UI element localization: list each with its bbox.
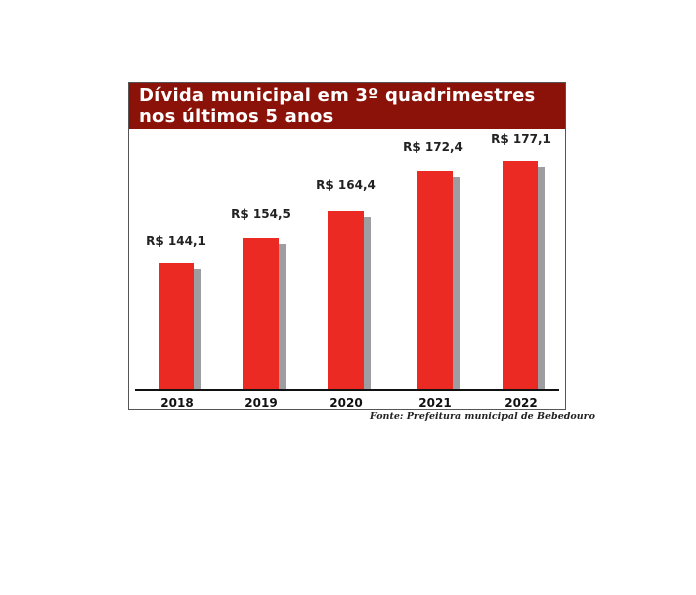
x-tick-2022: 2022 [504,396,538,410]
x-tick-2021: 2021 [418,396,452,410]
bar-shadow-2019 [279,244,286,389]
plot-area: R$ 144,1 R$ 154,5 R$ 164,4 R$ 172,4 R$ 1… [129,83,565,410]
bar-2018 [159,263,194,389]
chart-title-line-1: Dívida municipal em 3º quadrimestres [139,85,536,106]
value-label-2020: R$ 164,4 [316,178,376,192]
bar-shadow-2022 [538,167,545,389]
value-label-2022: R$ 177,1 [491,132,551,146]
x-tick-2019: 2019 [244,396,278,410]
chart-title-line-2: nos últimos 5 anos [139,106,334,127]
bar-shadow-2018 [194,269,201,389]
value-label-2018: R$ 144,1 [146,234,206,248]
value-label-2019: R$ 154,5 [231,207,291,221]
bar-2022 [503,161,538,389]
chart-title: Dívida municipal em 3º quadrimestres nos… [129,83,565,129]
x-tick-2020: 2020 [329,396,363,410]
bar-2019 [243,238,279,389]
x-axis-line [135,389,559,391]
bar-shadow-2021 [453,177,460,389]
bar-2020 [328,211,364,389]
value-label-2021: R$ 172,4 [403,140,463,154]
source-note: Fonte: Prefeitura municipal de Bebedouro [370,411,595,422]
bar-shadow-2020 [364,217,371,389]
x-tick-2018: 2018 [160,396,194,410]
bar-2021 [417,171,453,389]
chart-container: Dívida municipal em 3º quadrimestres nos… [128,82,566,410]
